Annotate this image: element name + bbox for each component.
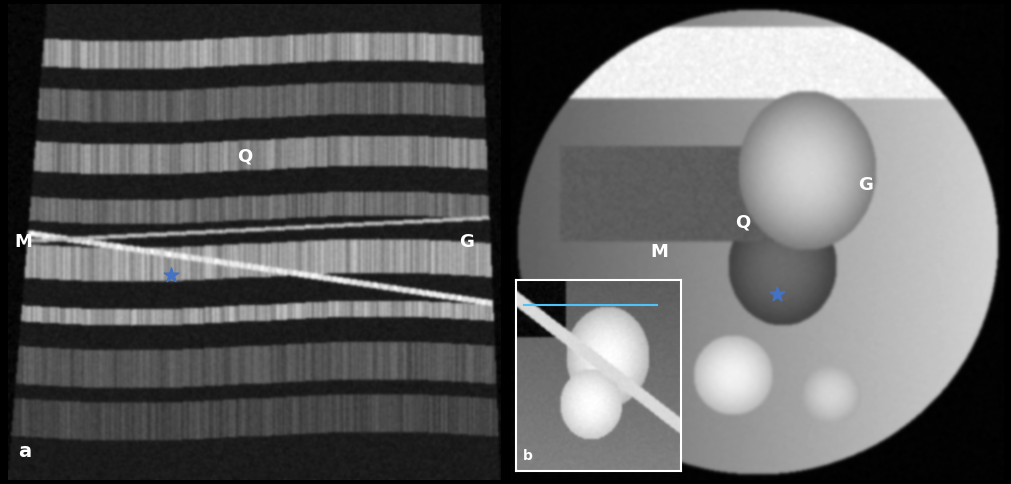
Text: a: a <box>18 442 31 461</box>
Text: G: G <box>459 233 473 251</box>
Text: Q: Q <box>734 214 749 232</box>
Text: G: G <box>857 176 872 194</box>
Text: b: b <box>521 442 534 461</box>
Point <box>163 205 179 212</box>
Text: M: M <box>14 233 31 251</box>
Point <box>768 186 785 194</box>
Text: Q: Q <box>237 147 252 165</box>
Text: M: M <box>649 242 667 260</box>
Text: b: b <box>522 449 532 463</box>
